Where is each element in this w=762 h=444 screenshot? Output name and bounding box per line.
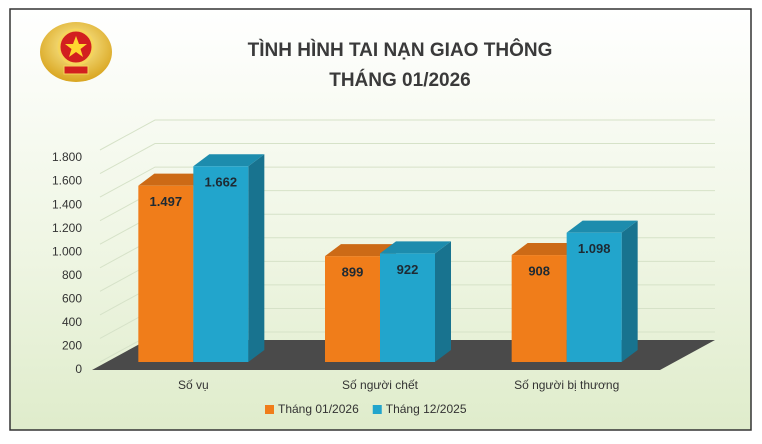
x-tick-label: Số người bị thương (514, 378, 619, 392)
legend-swatch (372, 405, 382, 414)
bar-top (138, 173, 210, 186)
bar-top (193, 154, 265, 167)
x-tick-label: Số người chết (342, 378, 419, 392)
chart-subtitle: THÁNG 01/2026 (329, 69, 471, 91)
bar-side (248, 154, 265, 362)
y-tick-label: 400 (62, 315, 82, 329)
bar (380, 241, 451, 362)
value-label: 922 (397, 262, 419, 277)
bar-front (566, 232, 622, 362)
value-label: 899 (342, 265, 364, 280)
grid-line (99, 119, 715, 151)
y-tick-label: 0 (75, 362, 82, 376)
emblem (40, 22, 112, 82)
legend-swatch (265, 405, 274, 414)
bar-front (138, 185, 194, 362)
bar-front (325, 256, 380, 362)
value-label: 1.098 (578, 241, 611, 256)
legend-label: Tháng 12/2025 (386, 402, 467, 416)
grid-line (99, 166, 715, 198)
y-tick-label: 1.600 (52, 174, 82, 188)
bar-front (193, 166, 249, 362)
bar-front (380, 253, 435, 362)
value-label: 1.497 (150, 194, 183, 209)
bar-side (621, 220, 638, 362)
bar (193, 154, 265, 362)
y-tick-label: 200 (62, 339, 82, 353)
bar-top (511, 243, 583, 256)
y-tick-label: 1.400 (52, 197, 82, 211)
grid-line (99, 143, 715, 174)
y-tick-label: 600 (62, 292, 82, 306)
bar-top (380, 241, 451, 254)
value-label: 908 (528, 263, 550, 278)
x-tick-label: Số vụ (178, 378, 209, 392)
y-tick-label: 800 (62, 268, 82, 282)
bar (566, 220, 638, 362)
bar-top (566, 220, 638, 233)
bar-side (435, 241, 451, 362)
chart-title: TÌNH HÌNH TAI NẠN GIAO THÔNG (248, 39, 553, 61)
y-tick-label: 1.200 (52, 221, 82, 235)
bar-top (325, 244, 396, 257)
legend-label: Tháng 01/2026 (278, 402, 359, 416)
y-tick-label: 1.800 (52, 150, 82, 164)
y-tick-label: 1.000 (52, 244, 82, 258)
value-label: 1.662 (205, 175, 238, 190)
bar-front (511, 255, 567, 362)
